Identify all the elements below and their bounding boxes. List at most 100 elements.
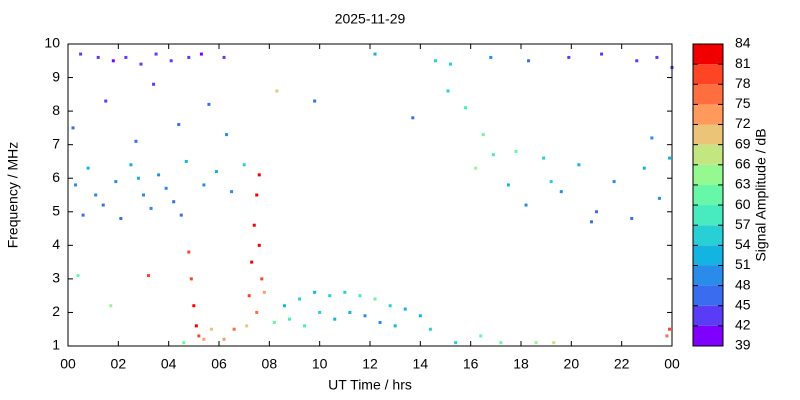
data-point bbox=[567, 55, 571, 59]
data-point bbox=[111, 59, 115, 63]
data-point bbox=[230, 190, 234, 194]
data-point bbox=[428, 327, 432, 331]
data-point bbox=[524, 203, 528, 207]
y-tick-label: 1 bbox=[52, 337, 60, 353]
y-tick-label: 6 bbox=[52, 169, 60, 185]
data-point bbox=[474, 166, 478, 170]
data-point bbox=[134, 139, 138, 143]
data-point bbox=[373, 297, 377, 301]
data-point bbox=[232, 327, 236, 331]
data-point bbox=[119, 216, 123, 220]
colorbar-tick-label: 42 bbox=[735, 317, 751, 333]
colorbar-band bbox=[693, 305, 723, 326]
data-point bbox=[124, 55, 128, 59]
data-point bbox=[313, 290, 317, 294]
data-point bbox=[262, 290, 266, 294]
colorbar-band bbox=[693, 164, 723, 185]
data-point bbox=[506, 183, 510, 187]
data-point bbox=[418, 314, 422, 318]
x-tick-label: 06 bbox=[211, 356, 227, 372]
data-point bbox=[479, 334, 483, 338]
data-point bbox=[527, 59, 531, 63]
data-point bbox=[147, 274, 151, 278]
colorbar-band bbox=[693, 124, 723, 145]
data-point bbox=[378, 321, 382, 325]
data-point bbox=[577, 163, 581, 167]
data-point bbox=[202, 183, 206, 187]
data-point bbox=[313, 99, 317, 103]
colorbar-tick-label: 54 bbox=[735, 236, 751, 252]
x-tick-label: 20 bbox=[564, 356, 580, 372]
data-point bbox=[169, 59, 173, 63]
data-point bbox=[199, 52, 203, 56]
colorbar-band bbox=[693, 184, 723, 206]
y-tick-label: 3 bbox=[52, 270, 60, 286]
data-point bbox=[433, 59, 437, 63]
colorbar-tick-label: 57 bbox=[735, 216, 751, 232]
x-tick-label: 16 bbox=[463, 356, 479, 372]
data-point bbox=[179, 213, 183, 217]
x-tick-label: 00 bbox=[60, 356, 76, 372]
data-point bbox=[549, 180, 553, 184]
colorbar-band bbox=[693, 64, 723, 85]
colorbar-tick-label: 72 bbox=[735, 115, 751, 131]
colorbar-frame bbox=[692, 43, 724, 347]
data-point bbox=[595, 210, 598, 214]
data-point bbox=[139, 62, 143, 66]
colorbar-tick-label: 60 bbox=[735, 196, 751, 212]
x-tick-label: 12 bbox=[362, 356, 378, 372]
data-point bbox=[303, 324, 307, 328]
chart-title: 2025-11-29 bbox=[335, 11, 406, 27]
data-point bbox=[177, 123, 181, 127]
data-point bbox=[328, 294, 332, 298]
data-point bbox=[481, 133, 485, 137]
data-point bbox=[214, 170, 218, 174]
data-point bbox=[86, 166, 90, 170]
data-point bbox=[393, 324, 397, 328]
data-point bbox=[142, 193, 145, 197]
y-axis-label: Frequency / MHz bbox=[5, 142, 21, 249]
y-tick-label: 7 bbox=[52, 135, 60, 151]
colorbar-band bbox=[693, 285, 723, 306]
data-point bbox=[222, 337, 226, 341]
colorbar-band bbox=[693, 265, 723, 286]
data-point bbox=[101, 203, 105, 207]
data-point bbox=[192, 304, 196, 308]
data-point bbox=[154, 52, 158, 56]
data-point bbox=[514, 149, 518, 153]
data-point bbox=[600, 52, 604, 56]
colorbar-tick-label: 45 bbox=[735, 296, 751, 312]
data-point bbox=[96, 55, 100, 59]
data-point bbox=[403, 307, 407, 311]
data-point bbox=[499, 341, 503, 345]
data-point bbox=[255, 193, 259, 197]
data-point bbox=[333, 317, 337, 321]
colorbar-tick-label: 66 bbox=[735, 156, 751, 172]
data-point bbox=[358, 294, 362, 298]
colorbar-band bbox=[693, 225, 723, 246]
data-point bbox=[388, 304, 392, 308]
y-tick-label: 9 bbox=[52, 68, 60, 84]
data-point bbox=[630, 216, 634, 220]
data-point bbox=[250, 260, 254, 264]
data-point bbox=[665, 334, 669, 338]
data-point bbox=[657, 196, 661, 200]
data-point bbox=[464, 106, 468, 110]
data-point bbox=[343, 290, 347, 294]
data-point bbox=[197, 334, 201, 338]
data-point bbox=[257, 243, 261, 247]
data-point bbox=[650, 136, 654, 140]
colorbar-band bbox=[693, 84, 723, 105]
data-point bbox=[454, 341, 458, 345]
data-point bbox=[552, 341, 556, 345]
data-point bbox=[187, 55, 191, 59]
data-point bbox=[282, 304, 286, 308]
data-point bbox=[184, 159, 188, 163]
data-point bbox=[589, 220, 593, 224]
y-tick-label: 2 bbox=[52, 303, 60, 319]
data-point bbox=[182, 341, 186, 345]
data-point bbox=[489, 55, 493, 59]
plot-area bbox=[71, 52, 674, 345]
